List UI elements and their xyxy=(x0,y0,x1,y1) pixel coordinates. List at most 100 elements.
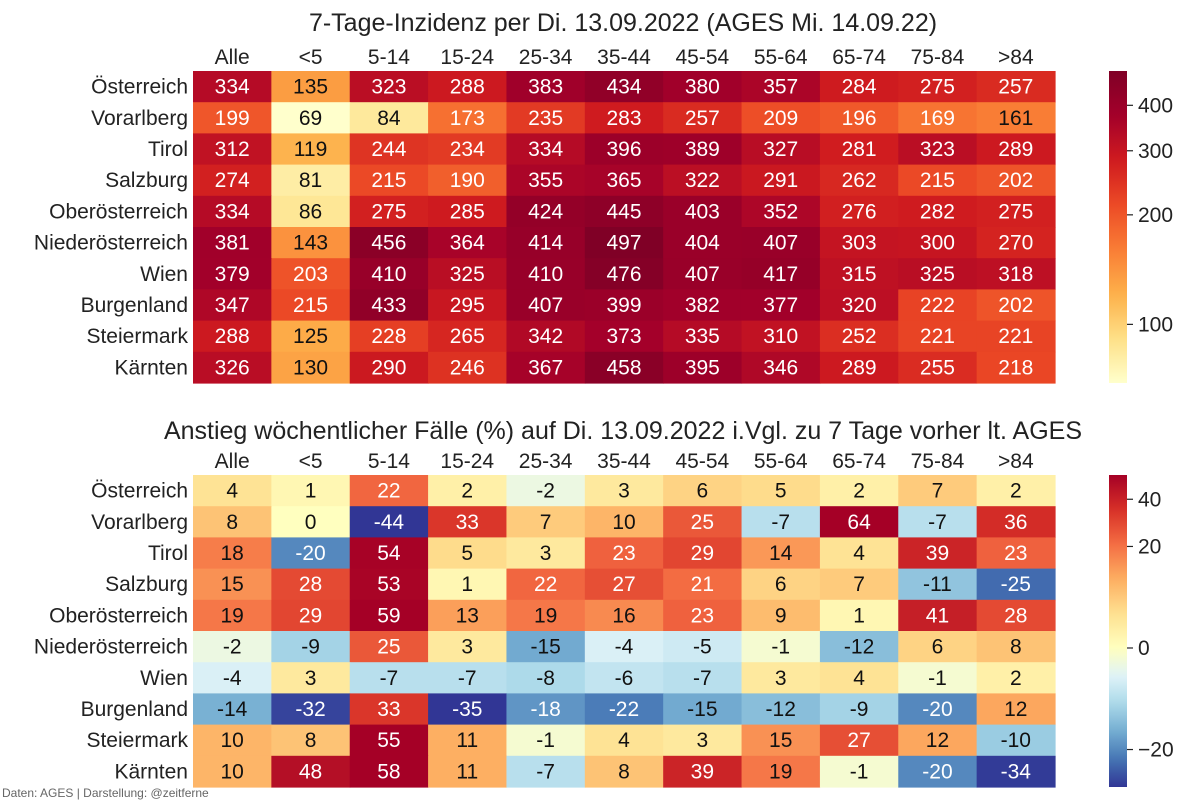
cell-value-label: 404 xyxy=(685,232,720,255)
cell-value-label: 19 xyxy=(769,760,792,783)
cell-value-label: 270 xyxy=(998,232,1033,255)
heatmap-cell xyxy=(506,258,586,290)
cell-value-label: 203 xyxy=(293,263,328,286)
cell-value-label: -8 xyxy=(536,667,555,690)
cell-value-label: 15 xyxy=(769,729,792,752)
heatmap-cell xyxy=(506,537,586,570)
colorbar-tick-label: 40 xyxy=(1138,488,1161,511)
heatmap-cell xyxy=(193,102,272,134)
cell-value-label: 433 xyxy=(371,294,406,317)
heatmap-cell xyxy=(193,631,272,663)
heatmap-cell xyxy=(741,506,821,538)
cell-value-label: 283 xyxy=(606,107,641,130)
heatmap-cell xyxy=(428,102,508,134)
cell-value-label: 41 xyxy=(926,604,949,627)
cell-value-label: 10 xyxy=(221,729,244,752)
cell-value-label: 10 xyxy=(612,511,635,534)
heatmap-cell xyxy=(819,693,899,726)
cell-value-label: 53 xyxy=(377,573,400,596)
cell-value-label: 215 xyxy=(371,169,406,192)
heatmap-cell xyxy=(976,755,1056,788)
heatmap-cell xyxy=(976,351,1056,384)
row-label: Vorarlberg xyxy=(91,511,188,534)
cell-value-label: 215 xyxy=(293,294,328,317)
row-label: Österreich xyxy=(91,76,188,99)
colorbar-tick-label: −20 xyxy=(1138,739,1174,762)
column-label: <5 xyxy=(299,450,323,473)
cell-value-label: 274 xyxy=(215,169,250,192)
cell-value-label: 7 xyxy=(932,480,944,503)
heatmap-cell xyxy=(741,662,821,694)
heatmap-cell xyxy=(898,133,978,166)
heatmap-cell xyxy=(506,164,586,197)
cell-value-label: 365 xyxy=(606,169,641,192)
heatmap-cell xyxy=(976,568,1056,601)
cell-value-label: 289 xyxy=(842,356,877,379)
heatmap-cells: 334 135 323 288 383 434 380 357 284 275 257 199 69 84… xyxy=(193,71,1056,384)
heatmap-cell xyxy=(506,133,586,166)
row-label: Tirol xyxy=(148,542,188,565)
cell-value-label: 221 xyxy=(920,325,955,348)
heatmap-cell xyxy=(741,537,821,570)
heatmap-cell xyxy=(584,71,664,103)
heatmap-cell xyxy=(898,195,978,228)
heatmap-cell xyxy=(428,693,508,726)
row-label: Wien xyxy=(140,667,188,690)
column-label: 55-64 xyxy=(754,46,808,69)
heatmap-cell xyxy=(506,631,586,663)
cell-value-label: 3 xyxy=(618,480,630,503)
cell-value-label: 325 xyxy=(450,263,485,286)
cell-value-label: 84 xyxy=(377,107,401,130)
cell-value-label: -4 xyxy=(223,667,242,690)
cell-value-label: 228 xyxy=(371,325,406,348)
heatmap-cell xyxy=(506,102,586,134)
cell-value-label: 86 xyxy=(299,200,322,223)
cell-value-label: 346 xyxy=(763,356,798,379)
cell-value-label: 202 xyxy=(998,169,1033,192)
heatmap-cell xyxy=(663,599,743,632)
cell-value-label: 323 xyxy=(920,138,955,161)
cell-value-label: 276 xyxy=(842,200,877,223)
heatmap-cell xyxy=(898,102,978,134)
heatmap-cell xyxy=(584,133,664,166)
cell-value-label: -7 xyxy=(536,760,555,783)
heatmap-cell xyxy=(506,320,586,353)
heatmap-cell xyxy=(349,693,429,726)
heatmap-cell xyxy=(898,506,978,538)
heatmap-cell xyxy=(271,71,351,103)
heatmap-cell xyxy=(428,195,508,228)
heatmap-cell xyxy=(193,320,272,353)
column-label: 35-44 xyxy=(597,46,651,69)
heatmap-cell xyxy=(193,755,272,788)
cell-value-label: 14 xyxy=(769,542,793,565)
cell-value-label: -7 xyxy=(458,667,477,690)
cell-value-label: 257 xyxy=(998,76,1033,99)
heatmap-cell xyxy=(898,164,978,197)
heatmap-cell xyxy=(663,320,743,353)
cell-value-label: 288 xyxy=(215,325,250,348)
cell-value-label: 414 xyxy=(528,232,563,255)
heatmap-cell xyxy=(741,320,821,353)
heatmap-cell xyxy=(193,289,272,322)
heatmap-cell xyxy=(976,133,1056,166)
heatmap-cell xyxy=(349,133,429,166)
column-label: Alle xyxy=(215,450,250,473)
cell-value-label: 262 xyxy=(842,169,877,192)
cell-value-label: 6 xyxy=(932,636,944,659)
heatmap-cell xyxy=(663,164,743,197)
column-label: Alle xyxy=(215,46,250,69)
colorbar-tick-label: 200 xyxy=(1138,204,1173,227)
heatmap-cell xyxy=(428,568,508,601)
cell-value-label: 4 xyxy=(618,729,630,752)
cell-value-label: 29 xyxy=(691,542,714,565)
cell-value-label: 456 xyxy=(371,232,406,255)
cell-value-label: 169 xyxy=(920,107,955,130)
cell-value-label: -2 xyxy=(223,636,242,659)
cell-value-label: 59 xyxy=(377,604,400,627)
heatmap-cell xyxy=(898,631,978,663)
cell-value-label: -15 xyxy=(530,636,560,659)
cell-value-label: 318 xyxy=(998,263,1033,286)
heatmap-cell xyxy=(584,289,664,322)
cell-value-label: -1 xyxy=(771,636,790,659)
cell-value-label: 323 xyxy=(371,76,406,99)
